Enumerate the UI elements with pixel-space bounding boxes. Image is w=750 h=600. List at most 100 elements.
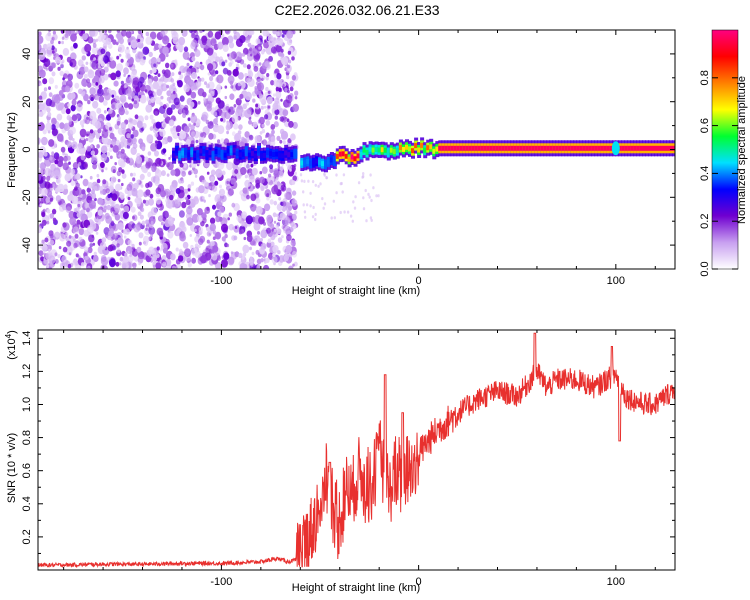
noise-speckle	[275, 31, 280, 37]
noise-speckle	[119, 256, 124, 262]
noise-speckle	[261, 129, 266, 134]
noise-speckle	[249, 246, 252, 251]
noise-speckle	[91, 46, 98, 55]
noise-speckle	[114, 162, 117, 166]
noise-speckle	[365, 219, 368, 223]
noise-speckle	[269, 199, 274, 205]
noise-speckle	[191, 71, 198, 80]
noise-speckle	[116, 30, 121, 33]
noise-speckle	[260, 249, 265, 255]
noise-speckle	[97, 209, 103, 216]
noise-speckle	[111, 193, 118, 202]
noise-speckle	[185, 138, 191, 146]
noise-speckle	[190, 124, 195, 131]
noise-speckle	[39, 82, 43, 86]
noise-speckle	[86, 133, 89, 137]
noise-speckle	[87, 265, 91, 269]
noise-speckle	[58, 246, 62, 250]
noise-speckle	[242, 63, 247, 68]
noise-speckle	[96, 178, 101, 184]
noise-speckle	[45, 67, 49, 71]
noise-speckle	[210, 169, 216, 176]
noise-speckle	[147, 78, 153, 85]
noise-speckle	[42, 43, 48, 50]
noise-speckle	[72, 162, 79, 170]
noise-speckle	[129, 254, 132, 258]
noise-speckle	[154, 180, 160, 187]
noise-speckle	[272, 212, 277, 218]
noise-speckle	[131, 243, 135, 249]
noise-speckle	[68, 252, 72, 256]
noise-speckle	[79, 213, 86, 221]
noise-speckle	[43, 151, 48, 157]
carrier-cell	[498, 145, 503, 151]
noise-speckle	[145, 104, 153, 113]
noise-speckle	[264, 39, 267, 43]
noise-speckle	[322, 206, 325, 210]
spectrogram-ticks: -100 0 100 -40 -20 0 20 40	[21, 30, 675, 287]
noise-speckle	[101, 129, 109, 139]
noise-speckle	[115, 183, 122, 191]
carrier-cell	[335, 153, 340, 159]
carrier-cell	[582, 145, 587, 151]
noise-speckle	[266, 176, 271, 183]
noise-speckle	[38, 43, 42, 52]
noise-speckle	[333, 216, 336, 220]
noise-speckle	[339, 210, 342, 215]
noise-speckle	[110, 139, 117, 146]
noise-speckle	[193, 30, 197, 33]
noise-speckle	[197, 101, 201, 105]
noise-speckle	[44, 157, 52, 167]
noise-speckle	[260, 243, 266, 250]
noise-speckle	[343, 210, 346, 214]
carrier-cell	[338, 151, 343, 157]
noise-speckle	[52, 30, 57, 35]
noise-speckle	[215, 168, 223, 178]
noise-speckle	[283, 254, 289, 262]
noise-speckle	[370, 218, 373, 222]
noise-speckle	[183, 163, 187, 168]
carrier-cell	[217, 149, 222, 155]
noise-speckle	[147, 151, 152, 156]
noise-speckle	[136, 120, 143, 129]
noise-speckle	[120, 58, 124, 63]
carrier-cell	[284, 150, 289, 156]
noise-speckle	[147, 171, 152, 177]
noise-speckle	[162, 35, 170, 45]
noise-speckle	[92, 163, 97, 170]
noise-speckle	[94, 59, 97, 64]
noise-speckle	[105, 37, 112, 45]
noise-speckle	[234, 226, 238, 229]
noise-speckle	[78, 88, 83, 95]
noise-speckle	[265, 120, 271, 126]
noise-speckle	[69, 216, 77, 226]
carrier-cell	[389, 147, 394, 153]
noise-speckle	[62, 151, 66, 156]
noise-speckle	[195, 139, 199, 144]
noise-speckle	[149, 193, 154, 199]
noise-speckle	[242, 103, 247, 110]
noise-speckle	[226, 70, 232, 76]
noise-speckle	[194, 49, 201, 57]
noise-speckle	[243, 187, 249, 195]
noise-speckle	[38, 95, 43, 101]
noise-speckle	[107, 193, 111, 199]
noise-speckle	[217, 211, 222, 217]
noise-speckle	[38, 65, 43, 73]
noise-speckle	[243, 236, 247, 241]
noise-speckle	[279, 166, 284, 171]
noise-speckle	[46, 49, 53, 57]
noise-speckle	[145, 31, 150, 37]
noise-speckle	[168, 218, 171, 222]
noise-speckle	[144, 89, 148, 93]
noise-speckle	[335, 173, 338, 177]
noise-speckle	[224, 30, 230, 34]
noise-speckle	[265, 76, 269, 81]
noise-speckle	[138, 42, 141, 46]
noise-speckle	[157, 73, 161, 77]
noise-speckle	[265, 46, 273, 55]
noise-speckle	[208, 182, 212, 187]
noise-speckle	[47, 119, 50, 123]
carrier-cell	[480, 145, 485, 151]
noise-speckle	[204, 81, 207, 85]
